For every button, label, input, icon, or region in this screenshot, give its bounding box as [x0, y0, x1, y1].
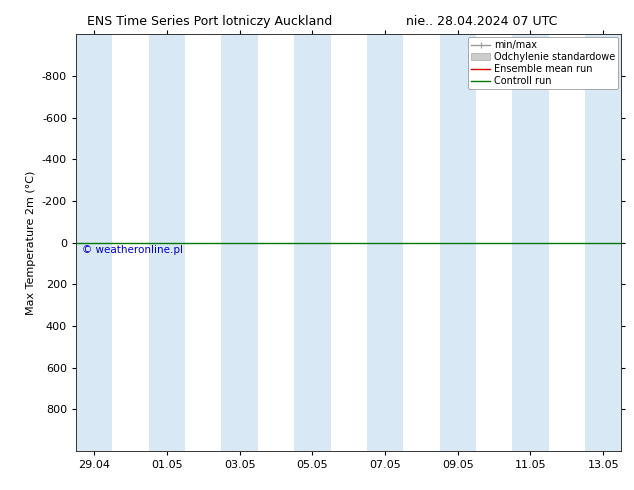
Bar: [512, 34, 548, 451]
Bar: [294, 34, 330, 451]
Text: © weatheronline.pl: © weatheronline.pl: [82, 245, 183, 255]
Y-axis label: Max Temperature 2m (°C): Max Temperature 2m (°C): [27, 171, 36, 315]
Legend: min/max, Odchylenie standardowe, Ensemble mean run, Controll run: min/max, Odchylenie standardowe, Ensembl…: [468, 37, 618, 89]
Bar: [149, 34, 185, 451]
Bar: [221, 34, 258, 451]
Bar: [585, 34, 621, 451]
Bar: [367, 34, 403, 451]
Text: nie.. 28.04.2024 07 UTC: nie.. 28.04.2024 07 UTC: [406, 15, 557, 28]
Text: ENS Time Series Port lotniczy Auckland: ENS Time Series Port lotniczy Auckland: [87, 15, 332, 28]
Bar: [76, 34, 112, 451]
Bar: [439, 34, 476, 451]
